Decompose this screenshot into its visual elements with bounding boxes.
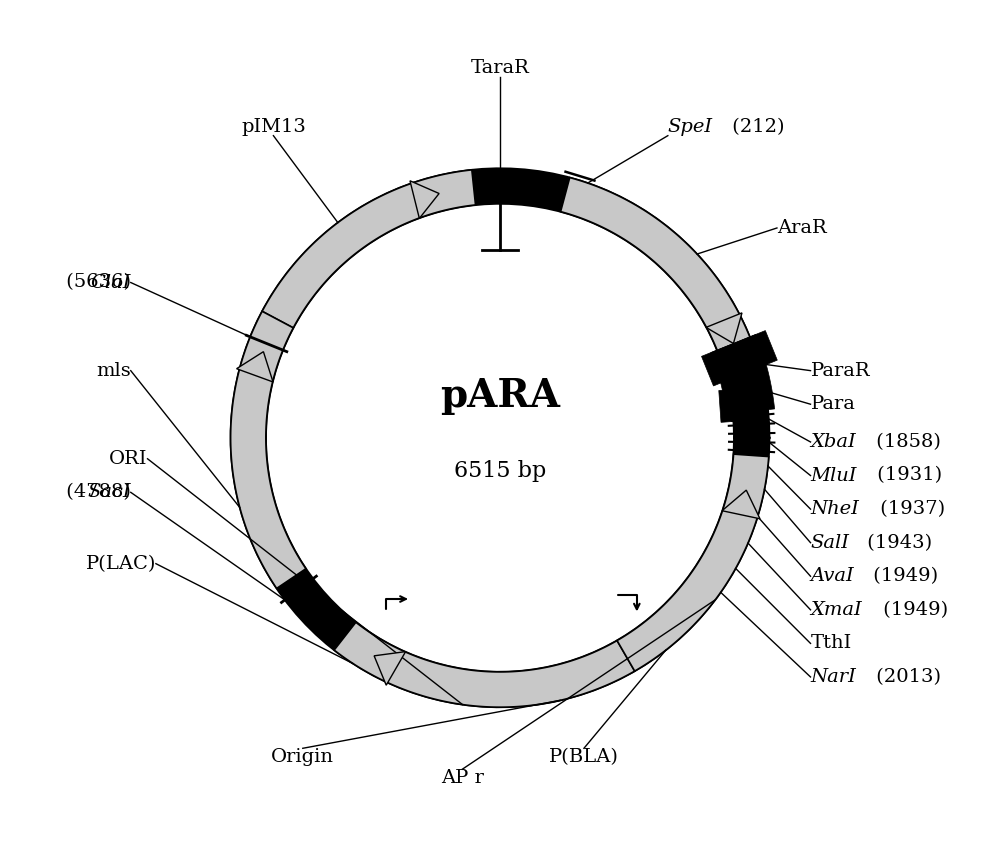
Text: SalI: SalI: [811, 534, 850, 552]
Text: (4788): (4788): [60, 483, 131, 501]
Text: (212): (212): [726, 118, 785, 136]
Polygon shape: [722, 490, 760, 519]
Text: AraR: AraR: [777, 219, 827, 237]
Text: NheI: NheI: [811, 500, 859, 518]
Text: pARA: pARA: [440, 377, 560, 415]
Text: Origin: Origin: [271, 749, 334, 766]
Text: XbaI: XbaI: [811, 433, 856, 451]
Text: ParaR: ParaR: [811, 362, 870, 380]
Polygon shape: [702, 331, 777, 386]
Polygon shape: [719, 355, 752, 422]
Text: AP r: AP r: [441, 770, 484, 787]
Text: SpeI: SpeI: [668, 118, 713, 136]
Text: (1931): (1931): [871, 466, 942, 484]
Polygon shape: [374, 652, 406, 685]
Polygon shape: [334, 622, 635, 707]
Text: AvaI: AvaI: [811, 568, 854, 585]
Polygon shape: [262, 170, 476, 328]
Polygon shape: [706, 313, 742, 344]
Text: SacI: SacI: [87, 483, 131, 501]
Polygon shape: [231, 312, 306, 589]
Text: (1937): (1937): [874, 500, 945, 518]
Polygon shape: [231, 168, 769, 707]
Text: mls: mls: [96, 362, 131, 380]
Text: TthI: TthI: [811, 634, 852, 653]
Text: (1943): (1943): [861, 534, 932, 552]
Polygon shape: [711, 334, 775, 414]
Text: (2013): (2013): [870, 668, 941, 686]
Text: Para: Para: [811, 395, 855, 413]
Text: P(BLA): P(BLA): [549, 749, 619, 766]
Text: (1949): (1949): [867, 568, 938, 585]
Text: P(LAC): P(LAC): [86, 555, 156, 573]
Text: ClaI: ClaI: [90, 274, 131, 291]
Text: 6515 bp: 6515 bp: [454, 461, 546, 482]
Text: MluI: MluI: [811, 466, 857, 484]
Polygon shape: [719, 387, 762, 423]
Text: (1949): (1949): [877, 601, 949, 619]
Polygon shape: [617, 454, 769, 671]
Text: NarI: NarI: [811, 668, 856, 686]
Polygon shape: [561, 178, 761, 381]
Text: (5636): (5636): [60, 274, 131, 291]
Polygon shape: [237, 352, 273, 382]
Polygon shape: [410, 181, 439, 218]
Text: pIM13: pIM13: [241, 118, 306, 136]
Text: ORI: ORI: [109, 450, 148, 468]
Text: TaraR: TaraR: [471, 59, 529, 77]
Text: (1858): (1858): [870, 433, 941, 451]
Text: XmaI: XmaI: [811, 601, 862, 619]
